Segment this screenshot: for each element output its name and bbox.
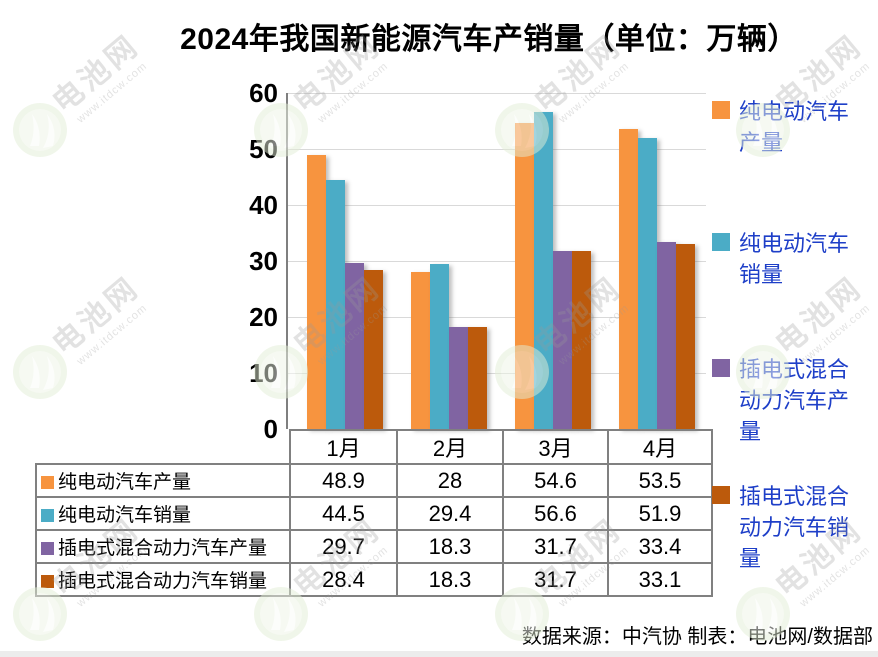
chart-title: 2024年我国新能源汽车产销量（单位：万辆）	[180, 23, 798, 56]
series-color-chip	[41, 542, 54, 555]
table-value-cell: 53.5	[607, 463, 713, 498]
bar	[411, 272, 430, 429]
bar	[307, 155, 326, 429]
table-month-header: 3月	[502, 429, 609, 465]
y-tick-label: 40	[249, 190, 278, 220]
series-color-chip	[41, 476, 54, 489]
legend-label: 纯电动汽车销量	[739, 231, 850, 287]
bar	[657, 241, 676, 429]
table-series-label: 插电式混合动力汽车销量	[35, 562, 291, 597]
table-row: 插电式混合动力汽车产量 29.7 18.3 31.7 33.4	[35, 529, 713, 564]
table-value-cell: 44.5	[289, 496, 398, 531]
legend-item: 纯电动汽车产量	[712, 96, 878, 158]
bar	[468, 326, 487, 429]
legend-label: 插电式混合动力汽车销量	[739, 484, 850, 571]
table-value-cell: 33.4	[607, 529, 713, 564]
table-row: 纯电动汽车产量 48.9 28 54.6 53.5	[35, 463, 713, 498]
table-value-cell: 54.6	[502, 463, 609, 498]
table-series-label: 插电式混合动力汽车产量	[35, 529, 291, 564]
legend-item: 插电式混合动力汽车产量	[712, 354, 878, 447]
y-tick-label: 0	[263, 414, 278, 444]
legend-label: 纯电动汽车产量	[739, 99, 850, 155]
table-series-label: 纯电动汽车销量	[35, 496, 291, 531]
table-value-cell: 28.4	[289, 562, 398, 597]
bar	[619, 129, 638, 429]
table-value-cell: 18.3	[396, 562, 504, 597]
bar	[534, 112, 553, 429]
bar	[345, 262, 364, 429]
bar	[515, 123, 534, 429]
table-value-cell: 48.9	[289, 463, 398, 498]
table-value-cell: 31.7	[502, 529, 609, 564]
watermark-text: 电池网 www.itdcw.com	[26, 252, 169, 385]
gridline	[288, 93, 706, 94]
watermark-logo-icon	[12, 102, 68, 163]
y-tick-label: 50	[249, 134, 278, 164]
gridline	[288, 261, 706, 262]
table-value-cell: 33.1	[607, 562, 713, 597]
legend-label: 插电式混合动力汽车产量	[739, 357, 850, 444]
table-month-header: 2月	[396, 429, 504, 465]
table-series-label: 纯电动汽车产量	[35, 463, 291, 498]
y-tick-label: 20	[249, 302, 278, 332]
table-value-cell: 18.3	[396, 529, 504, 564]
legend-key-icon	[712, 486, 730, 504]
watermark-brand: 电池网	[46, 270, 147, 362]
table-value-cell: 28	[396, 463, 504, 498]
table-value-cell: 56.6	[502, 496, 609, 531]
legend-item: 纯电动汽车销量	[712, 228, 878, 290]
legend-key-icon	[712, 359, 730, 377]
table-corner-cell	[36, 430, 290, 464]
legend-key-icon	[712, 233, 730, 251]
bar	[553, 251, 572, 429]
table-row: 纯电动汽车销量 44.5 29.4 56.6 51.9	[35, 496, 713, 531]
y-tick-label: 60	[249, 78, 278, 108]
bar	[364, 269, 383, 429]
bar	[676, 243, 695, 429]
series-color-chip	[41, 509, 54, 522]
legend-key-icon	[712, 101, 730, 119]
gridline	[288, 205, 706, 206]
bar	[638, 138, 657, 429]
table-month-header: 4月	[607, 429, 713, 465]
watermark-url: www.itdcw.com	[74, 302, 150, 368]
legend-item: 插电式混合动力汽车销量	[712, 481, 878, 574]
plot-area	[286, 93, 706, 429]
data-table: 1月 2月 3月 4月 纯电动汽车产量 48.9 28 54.6 53.5 纯电动汽车销量 44.5…	[35, 429, 713, 597]
series-color-chip	[41, 575, 54, 588]
y-tick-label: 30	[249, 246, 278, 276]
table-value-cell: 29.4	[396, 496, 504, 531]
bar	[449, 326, 468, 429]
watermark-url: www.itdcw.com	[74, 60, 150, 126]
source-note: 数据来源：中汽协 制表：电池网/数据部	[521, 626, 873, 648]
table-header-row: 1月 2月 3月 4月	[36, 429, 713, 465]
watermark-logo-icon	[12, 344, 68, 405]
bottom-strip	[0, 651, 878, 657]
bar	[430, 264, 449, 429]
table-value-cell: 29.7	[289, 529, 398, 564]
y-tick-label: 10	[249, 358, 278, 388]
table-row: 插电式混合动力汽车销量 28.4 18.3 31.7 33.1	[35, 562, 713, 597]
table-value-cell: 31.7	[502, 562, 609, 597]
gridline	[288, 317, 706, 318]
bar	[572, 251, 591, 429]
bar	[326, 179, 345, 429]
table-value-cell: 51.9	[607, 496, 713, 531]
table-month-header: 1月	[289, 429, 398, 465]
